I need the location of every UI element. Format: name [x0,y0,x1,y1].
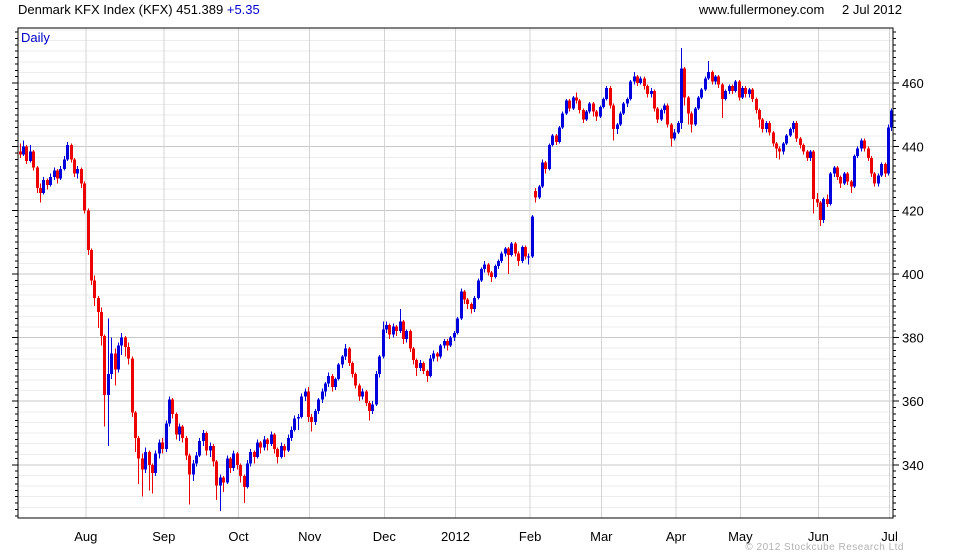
x-axis-month-label: Nov [298,529,322,544]
header-right: www.fullermoney.com 2 Jul 2012 [699,2,902,17]
y-axis-price-label: 340 [902,458,924,473]
x-axis-month-label: Jul [881,529,898,544]
y-axis-price-label: 420 [902,203,924,218]
x-axis-month-label: Oct [228,529,249,544]
x-axis-month-label: Aug [74,529,97,544]
y-axis-price-label: 440 [902,140,924,155]
date-label: 2 Jul 2012 [842,2,902,17]
y-axis-price-label: 460 [902,76,924,91]
y-axis-price-label: 380 [902,331,924,346]
x-axis-month-label: May [728,529,753,544]
x-axis-month-label: Dec [373,529,397,544]
price-change: +5.35 [226,2,260,17]
copyright-notice: © 2012 Stockcube Research Ltd [745,542,904,553]
x-axis-month-label: Sep [152,529,175,544]
x-axis-month-label: Apr [666,529,687,544]
x-axis-month-label: 2012 [441,529,470,544]
y-axis-price-label: 360 [902,394,924,409]
x-axis-month-label: Mar [590,529,613,544]
website-text: www.fullermoney.com [698,2,825,17]
x-axis-month-label: Feb [519,529,541,544]
chart-header: Denmark KFX Index (KFX) 451.389 +5.35 [18,2,260,17]
y-axis-price-label: 400 [902,267,924,282]
x-axis-month-label: Jun [808,529,829,544]
page-title: Denmark KFX Index (KFX) [18,2,173,17]
frequency-label: Daily [21,30,50,45]
last-price: 451.389 [176,2,224,17]
